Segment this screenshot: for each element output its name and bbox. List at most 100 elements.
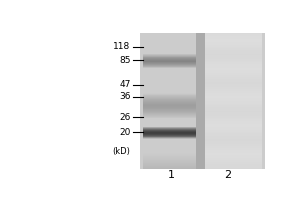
Bar: [205, 41, 262, 42]
Bar: [205, 103, 262, 104]
Bar: [205, 90, 262, 91]
Bar: [143, 152, 196, 153]
Bar: [205, 67, 262, 68]
Bar: [143, 140, 196, 141]
Bar: [205, 75, 262, 76]
Bar: [143, 166, 196, 167]
Bar: [143, 82, 196, 83]
Bar: [205, 133, 262, 134]
Bar: [143, 91, 196, 92]
Bar: [143, 154, 196, 155]
Bar: [205, 71, 262, 72]
Bar: [143, 137, 196, 138]
Bar: [143, 160, 196, 161]
Bar: [143, 139, 196, 140]
Bar: [143, 113, 196, 114]
Bar: [143, 111, 196, 112]
Bar: [205, 37, 262, 38]
Bar: [205, 147, 262, 148]
Bar: [143, 165, 196, 166]
Bar: [205, 153, 262, 154]
Bar: [143, 113, 196, 114]
Bar: [205, 40, 262, 41]
Bar: [143, 157, 196, 158]
Bar: [143, 34, 196, 35]
Bar: [205, 148, 262, 149]
Bar: [143, 54, 196, 55]
Bar: [143, 118, 196, 119]
Text: 36: 36: [119, 92, 130, 101]
Bar: [143, 58, 196, 59]
Bar: [143, 168, 196, 169]
Bar: [205, 90, 262, 91]
Bar: [205, 50, 262, 51]
Bar: [143, 96, 196, 97]
Bar: [143, 158, 196, 159]
Bar: [143, 36, 196, 37]
Bar: [205, 151, 262, 152]
Bar: [205, 151, 262, 152]
Bar: [205, 115, 262, 116]
Bar: [205, 81, 262, 82]
Bar: [143, 143, 196, 144]
Bar: [205, 167, 262, 168]
Bar: [143, 133, 196, 134]
Bar: [205, 142, 262, 143]
Bar: [143, 151, 196, 152]
Bar: [143, 59, 196, 60]
Bar: [205, 111, 262, 112]
Bar: [205, 156, 262, 157]
Bar: [205, 63, 262, 64]
Bar: [143, 62, 196, 63]
Bar: [205, 134, 262, 135]
Bar: [205, 39, 262, 40]
Bar: [143, 71, 196, 72]
Bar: [205, 104, 262, 105]
Bar: [196, 33, 205, 169]
Bar: [205, 108, 262, 109]
Bar: [205, 145, 262, 146]
Bar: [143, 95, 196, 96]
Bar: [205, 53, 262, 54]
Bar: [143, 78, 196, 79]
Bar: [205, 143, 262, 144]
Bar: [205, 123, 262, 124]
Bar: [205, 137, 262, 138]
Bar: [205, 70, 262, 71]
Bar: [143, 127, 196, 128]
Bar: [205, 74, 262, 75]
Bar: [205, 124, 262, 125]
Bar: [143, 115, 196, 116]
Bar: [143, 105, 196, 106]
Bar: [205, 129, 262, 130]
Bar: [205, 149, 262, 150]
Bar: [143, 75, 196, 76]
Bar: [205, 62, 262, 63]
Bar: [205, 54, 262, 55]
Bar: [143, 93, 196, 94]
Bar: [143, 164, 196, 165]
Bar: [143, 167, 196, 168]
Bar: [205, 77, 262, 78]
Bar: [205, 152, 262, 153]
Bar: [205, 109, 262, 110]
Bar: [143, 112, 196, 113]
Bar: [205, 119, 262, 120]
Bar: [143, 98, 196, 99]
Bar: [143, 40, 196, 41]
Bar: [143, 128, 196, 129]
Bar: [143, 83, 196, 84]
Bar: [143, 44, 196, 45]
Bar: [205, 65, 262, 66]
Bar: [205, 56, 262, 57]
Bar: [205, 101, 262, 102]
Bar: [143, 68, 196, 69]
Bar: [205, 126, 262, 127]
Bar: [205, 34, 262, 35]
Bar: [143, 104, 196, 105]
Bar: [143, 49, 196, 50]
Bar: [143, 145, 196, 146]
Bar: [143, 109, 196, 110]
Bar: [143, 43, 196, 44]
Bar: [143, 129, 196, 130]
